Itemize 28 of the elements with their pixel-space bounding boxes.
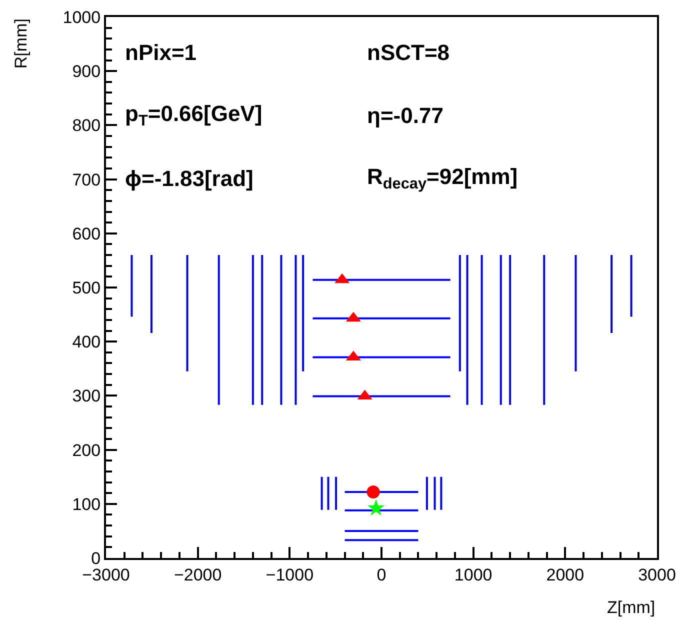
annotation: nPix=1: [125, 40, 197, 65]
annotation: R$_{decay}$=92[mm]: [367, 164, 518, 193]
y-tick-label: 900: [72, 62, 101, 82]
y-tick-label: 500: [72, 278, 101, 298]
x-axis-title: Z[mm]: [607, 598, 656, 617]
x-tick-label: 3000: [638, 565, 676, 584]
x-tick-label: −2000: [174, 565, 222, 584]
annotation: ϕ=-1.83[rad]: [125, 166, 254, 191]
point: [367, 499, 385, 516]
y-axis-title: R[mm]: [12, 18, 31, 69]
y-tick-label: 400: [72, 332, 101, 352]
y-tick-label: 100: [72, 494, 101, 514]
annotation: p$_{T}$=0.66[GeV]: [125, 101, 262, 130]
y-tick-label: 800: [72, 116, 101, 136]
x-tick-label: −1000: [266, 565, 314, 584]
y-tick-label: 200: [72, 440, 101, 460]
y-tick-label: 0: [91, 548, 101, 568]
x-tick-label: 1000: [454, 565, 492, 584]
annotation: η=-0.77: [367, 103, 444, 128]
x-tick-label: 0: [376, 565, 386, 584]
y-tick-label: 300: [72, 386, 101, 406]
point: [366, 486, 380, 498]
y-tick-label: 1000: [62, 8, 101, 27]
x-tick-label: −3000: [82, 565, 130, 584]
y-tick-label: 700: [72, 170, 101, 190]
y-tick-label: 600: [72, 224, 101, 244]
annotation: nSCT=8: [367, 40, 450, 65]
x-tick-label: 2000: [546, 565, 584, 584]
